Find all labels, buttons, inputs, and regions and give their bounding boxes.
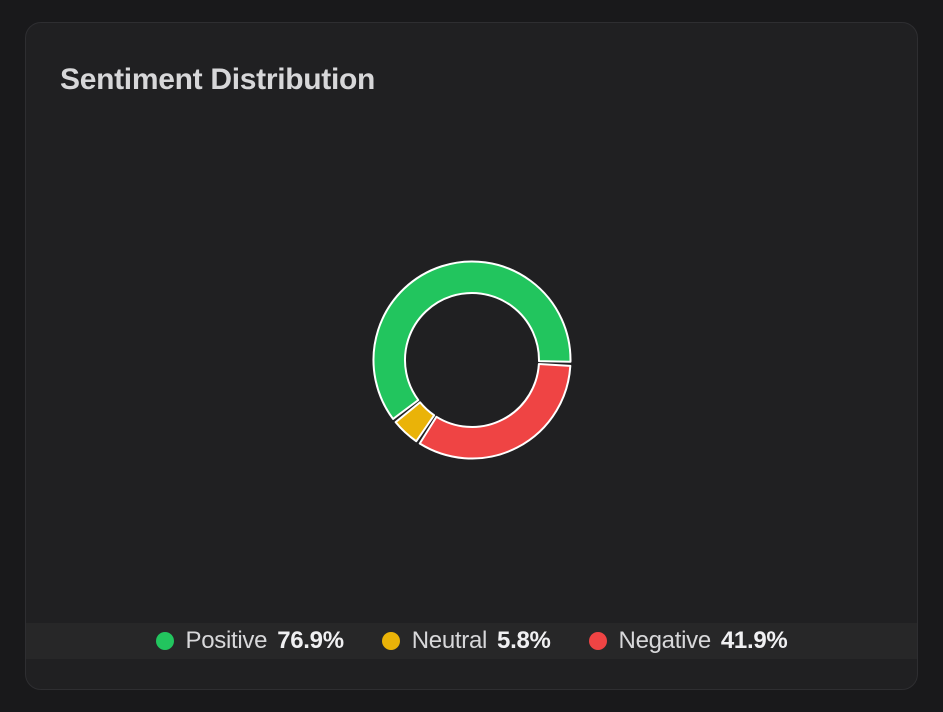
negative-dot-icon — [588, 632, 607, 650]
donut-segment-neutral[interactable] — [394, 401, 435, 443]
positive-dot-icon — [155, 632, 174, 650]
legend-item-positive[interactable]: Positive 76.9% — [155, 627, 344, 655]
donut-chart — [372, 260, 571, 460]
donut-segment-positive[interactable] — [372, 260, 571, 420]
legend-item-negative[interactable]: Negative 41.9% — [588, 627, 788, 655]
sentiment-distribution-card: Sentiment Distribution Positive 76.9% Ne… — [25, 22, 918, 690]
donut-segment-negative[interactable] — [418, 362, 571, 460]
legend-label-negative: Negative — [618, 627, 712, 654]
legend-label-neutral: Neutral — [411, 627, 488, 654]
legend-value-neutral: 5.8% — [497, 627, 551, 654]
card-title: Sentiment Distribution — [60, 63, 376, 96]
legend-value-positive: 76.9% — [277, 627, 344, 654]
legend-label-positive: Positive — [185, 627, 268, 654]
neutral-dot-icon — [381, 632, 400, 650]
legend-value-negative: 41.9% — [720, 627, 788, 654]
legend-item-neutral[interactable]: Neutral 5.8% — [381, 627, 551, 655]
chart-legend: Positive 76.9% Neutral 5.8% Negative 41.… — [26, 623, 917, 659]
